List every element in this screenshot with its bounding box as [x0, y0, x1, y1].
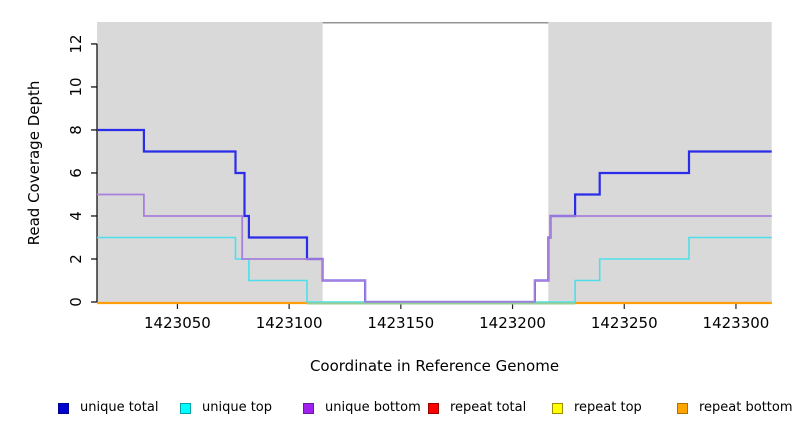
legend-swatch-icon [58, 402, 69, 414]
highlight-region [322, 22, 549, 304]
x-tick-label: 1423150 [367, 314, 434, 332]
x-tick-label: 1423300 [703, 314, 770, 332]
legend-item-repeat-bottom: repeat bottom [677, 399, 792, 417]
legend-label: repeat total [450, 400, 527, 415]
y-tick-label: 4 [67, 211, 85, 221]
y-tick-label: 12 [67, 34, 85, 53]
legend-label: unique total [80, 400, 159, 415]
legend-item-unique-total: unique total [58, 399, 158, 417]
x-axis-title: Coordinate in Reference Genome [309, 357, 560, 375]
x-tick-label: 1423100 [256, 314, 323, 332]
legend-label: unique top [202, 400, 273, 415]
y-tick-label: 8 [67, 125, 85, 135]
legend-item-repeat-top: repeat top [552, 399, 642, 417]
legend: unique total unique top unique bottom repea… [0, 399, 792, 419]
legend-item-unique-bottom: unique bottom [303, 399, 421, 417]
legend-swatch-icon [180, 402, 191, 414]
x-tick-label: 1423200 [479, 314, 546, 332]
legend-swatch-icon [428, 402, 439, 414]
y-tick-label: 2 [67, 254, 85, 264]
legend-swatch-icon [677, 402, 688, 414]
y-tick-label: 6 [67, 168, 85, 178]
legend-label: repeat top [574, 400, 642, 415]
legend-swatch-icon [303, 402, 314, 414]
y-axis-title: Read Coverage Depth [25, 80, 43, 246]
legend-item-repeat-total: repeat total [428, 399, 526, 417]
legend-swatch-icon [552, 402, 563, 414]
series-unique-bottom-line [97, 193, 772, 303]
legend-item-unique-top: unique top [180, 399, 272, 417]
y-tick-label: 0 [67, 297, 85, 307]
x-tick-label: 1423050 [144, 314, 211, 332]
x-tick-label: 1423250 [591, 314, 658, 332]
legend-label: unique bottom [325, 400, 421, 415]
y-tick-label: 10 [67, 77, 85, 96]
legend-label: repeat bottom [699, 400, 792, 415]
